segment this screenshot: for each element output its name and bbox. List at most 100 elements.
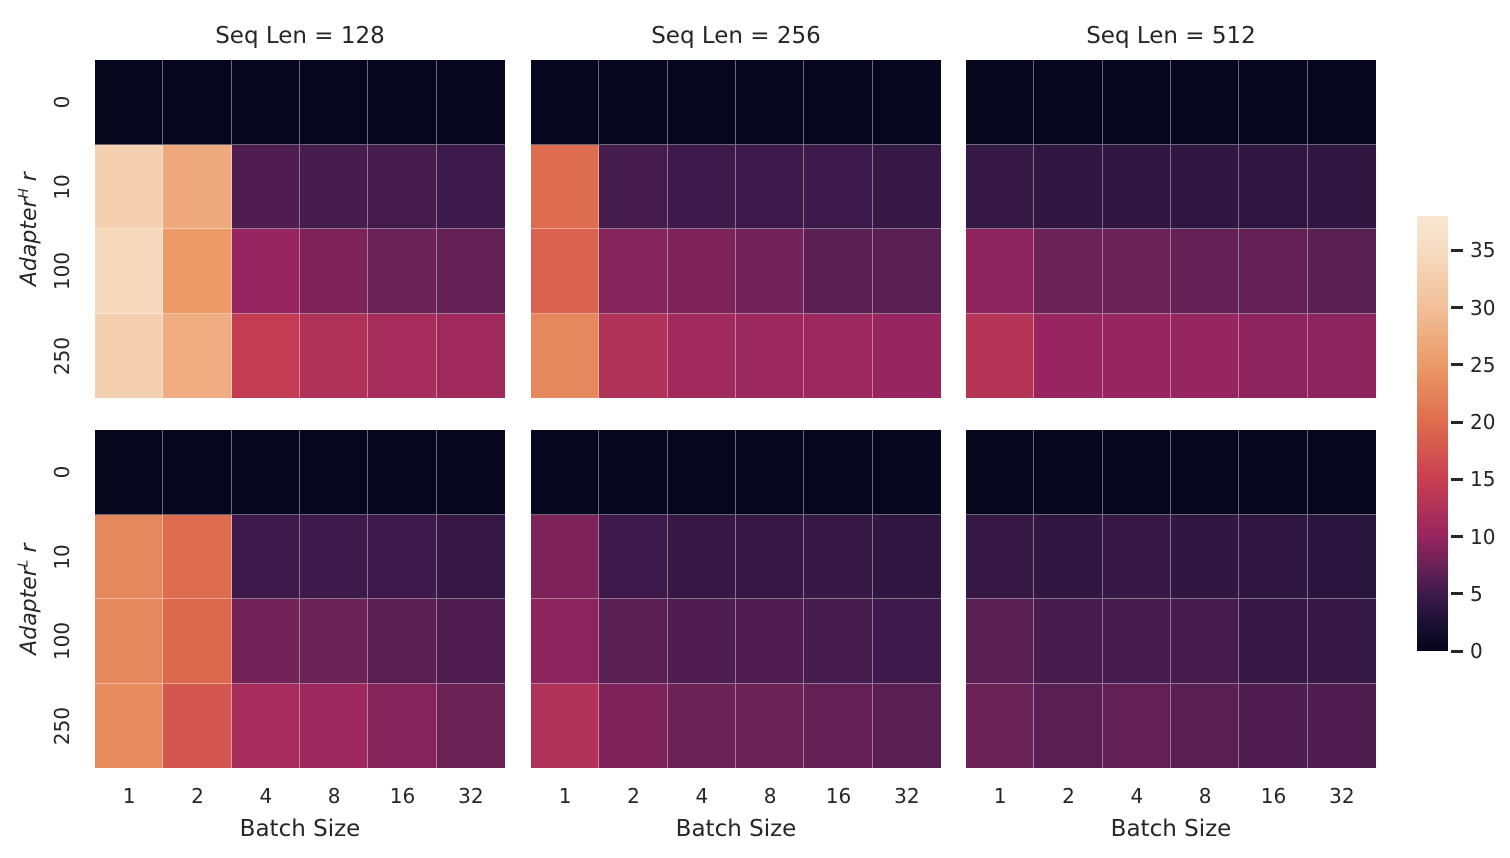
heatmap-cell	[667, 313, 736, 398]
heatmap-cell	[1034, 144, 1103, 229]
heatmap-cell	[736, 514, 805, 599]
heatmap-cell	[667, 683, 736, 768]
heatmap-cell	[1239, 60, 1308, 145]
heatmap-cell	[1034, 514, 1103, 599]
heatmap-cell	[1239, 599, 1308, 684]
heatmap-cell	[872, 430, 941, 515]
x-tick-label: 2	[191, 784, 204, 808]
heatmap-cell	[95, 599, 164, 684]
colorbar-gradient	[1417, 216, 1448, 651]
heatmap-cell	[736, 60, 805, 145]
colorbar-tick-label: 35	[1470, 238, 1496, 263]
heatmap-cell	[163, 60, 232, 145]
heatmap-cell	[368, 313, 437, 398]
colorbar-tick-label: 10	[1470, 524, 1496, 549]
heatmap-cell	[804, 313, 873, 398]
colorbar-tick-mark	[1451, 248, 1463, 252]
heatmap-cell	[966, 144, 1035, 229]
y-axis-label-text: AdapterH r	[15, 172, 43, 286]
heatmap-cell	[872, 60, 941, 145]
colorbar-tick-mark	[1451, 535, 1463, 539]
x-tick-label: 16	[1260, 784, 1287, 808]
heatmap-cell	[300, 60, 369, 145]
colorbar-tick-label: 25	[1470, 352, 1496, 377]
heatmap-cell	[1102, 514, 1171, 599]
heatmap-cell	[804, 60, 873, 145]
x-tick-label: 32	[458, 784, 484, 808]
heatmap-cell	[872, 599, 941, 684]
heatmap-cell	[1307, 430, 1376, 515]
heatmap-cell	[804, 144, 873, 229]
heatmap-cell	[95, 514, 164, 599]
heatmap-cell	[736, 229, 805, 314]
heatmap-cell	[1307, 599, 1376, 684]
heatmap-cell	[531, 683, 600, 768]
heatmap-cell	[531, 229, 600, 314]
heatmap-cell	[599, 514, 668, 599]
heatmap-cell	[1239, 683, 1308, 768]
facet-title: Seq Len = 128	[215, 23, 385, 49]
heatmap-cell	[300, 229, 369, 314]
heatmap-cell	[163, 229, 232, 314]
heatmap-cell	[966, 229, 1035, 314]
colorbar-tick-label: 30	[1470, 295, 1496, 320]
heatmap-cell	[599, 229, 668, 314]
heatmap-cell	[300, 514, 369, 599]
x-tick-label: 8	[763, 784, 777, 808]
heatmap-cell	[599, 313, 668, 398]
heatmap-cell	[1171, 60, 1240, 145]
heatmap-adapterlr-512	[966, 430, 1376, 768]
heatmap-cell	[966, 430, 1035, 515]
heatmap-cell	[300, 683, 369, 768]
heatmap-cell	[599, 683, 668, 768]
heatmap-cell	[667, 514, 736, 599]
heatmap-cell	[804, 514, 873, 599]
x-tick-label: 8	[1198, 784, 1212, 808]
heatmap-cell	[231, 144, 300, 229]
heatmap-cell	[436, 313, 505, 398]
heatmap-cell	[1239, 430, 1308, 515]
heatmap-cell	[436, 144, 505, 229]
heatmap-cell	[163, 599, 232, 684]
heatmap-cell	[1239, 514, 1308, 599]
x-tick-label: 2	[627, 784, 640, 808]
heatmap-cell	[531, 60, 600, 145]
heatmap-cell	[1171, 229, 1240, 314]
heatmap-cell	[300, 430, 369, 515]
heatmap-cell	[966, 683, 1035, 768]
colorbar-tick-label: 0	[1470, 639, 1483, 663]
heatmap-cell	[300, 599, 369, 684]
heatmap-cell	[1171, 313, 1240, 398]
heatmap-cell	[667, 229, 736, 314]
heatmap-cell	[95, 229, 164, 314]
heatmap-cell	[1102, 60, 1171, 145]
heatmap-cell	[231, 229, 300, 314]
heatmap-cell	[1239, 313, 1308, 398]
heatmap-cell	[1307, 60, 1376, 145]
x-tick-label: 4	[1130, 784, 1144, 808]
heatmap-cell	[436, 683, 505, 768]
heatmap-cell	[368, 514, 437, 599]
facet-title: Seq Len = 256	[651, 23, 821, 49]
heatmap-cell	[1171, 514, 1240, 599]
heatmap-cell	[368, 60, 437, 145]
heatmap-cell	[231, 430, 300, 515]
heatmap-cell	[1102, 229, 1171, 314]
heatmap-cell	[1034, 229, 1103, 314]
x-tick-label: 16	[389, 784, 416, 808]
heatmap-cell	[804, 683, 873, 768]
x-tick-label: 1	[993, 784, 1007, 808]
heatmap-cell	[436, 60, 505, 145]
heatmap-cell	[95, 60, 164, 145]
heatmap-cell	[667, 430, 736, 515]
heatmap-cell	[1102, 599, 1171, 684]
heatmap-cell	[872, 144, 941, 229]
heatmap-adapterhr-128	[95, 60, 505, 398]
y-tick-label: 250	[50, 706, 74, 745]
x-axis-label: Batch Size	[675, 816, 797, 842]
heatmap-cell	[436, 430, 505, 515]
heatmap-cell	[163, 683, 232, 768]
heatmap-cell	[300, 313, 369, 398]
heatmap-adapterhr-256	[531, 60, 941, 398]
